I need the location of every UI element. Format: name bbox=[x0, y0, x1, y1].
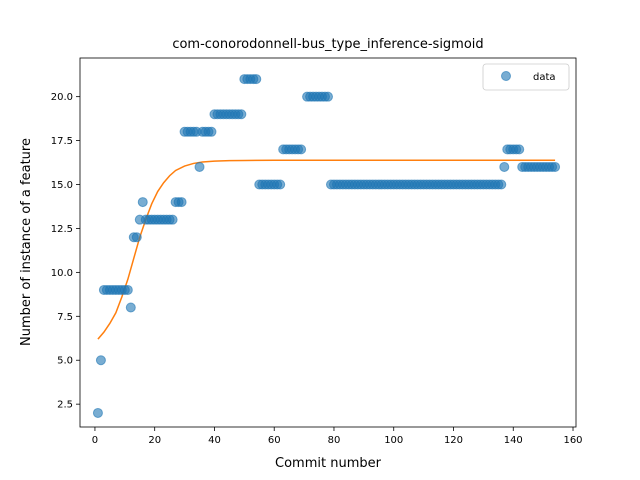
data-point-152 bbox=[550, 161, 561, 172]
data-point-76 bbox=[323, 91, 333, 102]
y-tick-label: 20.0 bbox=[51, 92, 73, 103]
data-points-layer bbox=[92, 74, 561, 418]
x-tick-label: 60 bbox=[268, 435, 281, 446]
data-point-38 bbox=[206, 126, 217, 137]
x-tick-label: 40 bbox=[208, 435, 221, 446]
data-point-0 bbox=[92, 407, 103, 418]
legend-label-data: data bbox=[533, 72, 556, 83]
data-point-134 bbox=[496, 179, 507, 190]
data-point-135 bbox=[499, 161, 510, 172]
legend-frame bbox=[482, 63, 570, 91]
data-point-13 bbox=[131, 232, 142, 243]
y-tick-label: 5.0 bbox=[57, 356, 73, 367]
y-axis-title: Number of instance of a feature bbox=[19, 138, 34, 346]
x-axis-title: Commit number bbox=[275, 456, 382, 471]
data-point-68 bbox=[296, 144, 307, 155]
x-axis: 0 20 40 60 80 100 120 140 160 bbox=[92, 427, 583, 446]
y-axis: 2.5 5.0 7.5 10.0 12.5 15.0 17.5 20.0 bbox=[51, 92, 80, 411]
data-point-15 bbox=[137, 197, 148, 208]
data-point-48 bbox=[236, 109, 247, 120]
data-point-61 bbox=[275, 179, 286, 190]
x-tick-label: 80 bbox=[328, 435, 341, 446]
x-tick-label: 100 bbox=[384, 435, 403, 446]
data-point-34 bbox=[194, 161, 205, 172]
data-point-25 bbox=[167, 214, 178, 225]
y-tick-label: 17.5 bbox=[51, 136, 73, 147]
x-tick-label: 140 bbox=[504, 435, 523, 446]
y-tick-label: 15.0 bbox=[51, 180, 73, 191]
y-tick-label: 12.5 bbox=[51, 224, 73, 235]
data-point-11 bbox=[125, 302, 136, 313]
data-point-140 bbox=[514, 144, 525, 155]
y-tick-label: 2.5 bbox=[57, 400, 73, 411]
x-tick-label: 120 bbox=[444, 435, 463, 446]
x-tick-label: 20 bbox=[148, 435, 161, 446]
y-tick-label: 10.0 bbox=[51, 268, 73, 279]
x-tick-label: 0 bbox=[92, 435, 98, 446]
data-point-1 bbox=[95, 355, 106, 366]
chart-title: com-conorodonnell-bus_type_inference-sig… bbox=[172, 37, 483, 52]
data-point-53 bbox=[251, 74, 262, 85]
data-point-10 bbox=[122, 284, 133, 295]
data-point-28 bbox=[176, 197, 187, 208]
x-tick-label: 160 bbox=[563, 435, 582, 446]
legend-marker-data bbox=[501, 71, 511, 81]
plot-frame bbox=[79, 57, 577, 428]
y-tick-label: 7.5 bbox=[57, 312, 73, 323]
legend: data bbox=[482, 63, 570, 91]
